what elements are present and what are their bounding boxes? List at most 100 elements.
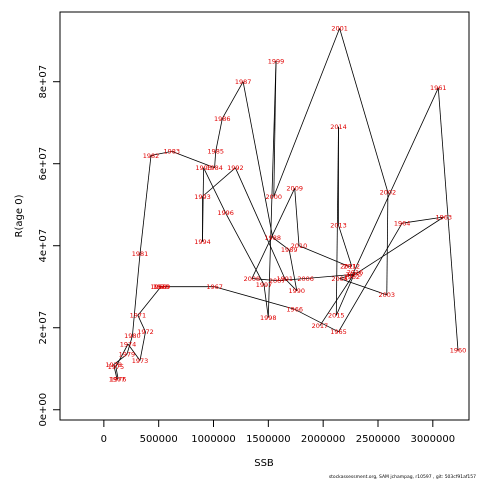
year-label-1977: 1977 — [109, 375, 126, 383]
x-axis: 0 500000 1000000 1500000 2000000 2500000 30000… — [101, 419, 456, 445]
year-label-1994: 1994 — [194, 238, 211, 246]
year-label-1975: 1975 — [108, 363, 125, 371]
year-label-1980: 1980 — [124, 332, 141, 340]
trajectory-segment-2010-2011 — [298, 245, 349, 267]
trajectory-segment-1986-1987 — [221, 81, 244, 119]
trajectory-segment-2008-2009 — [251, 188, 296, 279]
trajectory-segment-1964-1965 — [338, 222, 403, 333]
trajectory-segment-2016-2017 — [319, 272, 356, 326]
year-label-2004: 2004 — [331, 275, 348, 283]
trajectory-segment-1995-1996 — [203, 167, 226, 214]
trajectory-segment-2015-2016 — [335, 272, 356, 316]
trajectory-segment-1991-1992 — [235, 167, 286, 279]
trajectory-segment-1970-1971 — [137, 286, 162, 316]
trajectory-segment-1960-1961 — [437, 87, 459, 351]
trajectory-segment-1972-1973 — [139, 331, 146, 361]
trajectory-segment-1966-1967 — [214, 286, 295, 310]
trajectory-segment-1975-1976 — [115, 366, 119, 380]
year-label-1982: 1982 — [143, 152, 160, 160]
trajectory-segment-1977-1978 — [113, 364, 118, 380]
trajectory-segment-1980-1981 — [132, 253, 141, 336]
year-label-1965: 1965 — [330, 328, 347, 336]
year-label-2003: 2003 — [379, 291, 396, 299]
trajectory-segment-1990-1991 — [284, 278, 298, 292]
year-label-1981: 1981 — [132, 250, 149, 258]
year-label-1986: 1986 — [214, 115, 231, 123]
footer-credit: stockassessment.org, SAM jchampag, r1059… — [329, 474, 476, 480]
year-label-1970: 1970 — [153, 283, 170, 291]
year-label-2008: 2008 — [244, 275, 261, 283]
trajectory-segment-1981-1982 — [139, 155, 152, 254]
y-axis: 0e+00 2e+07 4e+07 6e+07 8e+07 — [38, 65, 61, 427]
trajectory-segment-1979-1980 — [126, 335, 133, 355]
year-label-1964: 1964 — [394, 220, 411, 228]
y-tick-label: 6e+07 — [38, 147, 49, 181]
year-label-1991: 1991 — [277, 275, 294, 283]
year-label-1989: 1989 — [281, 246, 298, 254]
year-label-1990: 1990 — [289, 287, 306, 295]
trajectory-segment-1999-2000 — [273, 61, 277, 197]
trajectory-segment-1997-1998 — [263, 284, 269, 318]
year-label-2002: 2002 — [380, 189, 397, 197]
year-labels: 1960 1961 1962 1963 1964 1965 1966 1967 19681969… — [105, 25, 466, 384]
year-label-2006: 2006 — [297, 275, 314, 283]
trajectory-segment-2000-2001 — [273, 28, 340, 197]
year-label-1976: 1976 — [110, 375, 127, 383]
x-tick-label: 3000000 — [411, 434, 456, 445]
year-label-2012: 2012 — [343, 263, 360, 271]
trajectory-segment-1965-1966 — [294, 308, 339, 333]
trajectory-segment-1963-1964 — [402, 216, 444, 224]
x-tick-label: 0 — [101, 434, 107, 445]
year-label-2015: 2015 — [328, 312, 345, 320]
trajectory-segment-1962-1963 — [351, 216, 445, 277]
year-label-2017: 2017 — [312, 322, 329, 330]
year-label-1999: 1999 — [268, 58, 285, 66]
trajectory-segment-1994-1995 — [202, 167, 204, 242]
year-label-1996: 1996 — [217, 209, 234, 217]
trajectory-segment-1974-1975 — [115, 343, 129, 367]
trajectory-segment-1983-1984 — [171, 151, 215, 169]
year-label-1973: 1973 — [132, 357, 149, 365]
year-label-1971: 1971 — [130, 312, 147, 320]
year-label-1966: 1966 — [286, 306, 303, 314]
trajectory-segment-2009-2010 — [294, 188, 300, 246]
year-label-1969: 1969 — [154, 283, 171, 291]
year-label-2005: 2005 — [346, 271, 363, 279]
trajectory-segment-2003-2004 — [339, 278, 387, 296]
trajectory-lines — [113, 28, 459, 380]
year-label-2016: 2016 — [347, 269, 364, 277]
year-label-2009: 2009 — [286, 185, 303, 193]
year-label-1988: 1988 — [264, 234, 281, 242]
trajectory-segment-2012-2013 — [338, 225, 353, 267]
trajectory-segment-2005-2006 — [305, 274, 354, 279]
year-label-2001: 2001 — [331, 25, 348, 33]
year-label-1987: 1987 — [235, 78, 252, 86]
x-axis-title: SSB — [254, 458, 274, 469]
y-tick-label: 2e+07 — [38, 311, 49, 345]
year-label-1978: 1978 — [105, 361, 122, 369]
x-tick-label: 500000 — [140, 434, 178, 445]
year-label-1995: 1995 — [195, 164, 212, 172]
year-label-2010: 2010 — [291, 242, 308, 250]
trajectory-segment-1998-1999 — [267, 61, 277, 318]
trajectory-segment-1961-1962 — [351, 87, 439, 277]
year-label-1993: 1993 — [194, 193, 211, 201]
trajectory-segment-2014-2015 — [335, 126, 339, 316]
year-label-1961: 1961 — [430, 84, 447, 92]
trajectory-segment-2001-2002 — [339, 28, 389, 193]
trajectory-segment-1989-1990 — [288, 249, 298, 291]
y-axis-title: R(age 0) — [14, 194, 25, 237]
year-label-2014: 2014 — [330, 123, 347, 131]
trajectory-segment-1984-1985 — [214, 151, 217, 168]
year-label-1963: 1963 — [436, 213, 453, 221]
trajectory-segment-1985-1986 — [215, 118, 223, 152]
x-tick-label: 2000000 — [301, 434, 346, 445]
trajectory-segment-2007-2008 — [251, 278, 278, 281]
x-tick-label: 1500000 — [246, 434, 291, 445]
year-label-1985: 1985 — [207, 148, 224, 156]
trajectory-segment-2004-2005 — [339, 274, 355, 279]
year-label-1979: 1979 — [119, 351, 136, 359]
year-label-2011: 2011 — [340, 263, 357, 271]
year-label-1998: 1998 — [260, 314, 277, 322]
year-label-2000: 2000 — [266, 193, 283, 201]
